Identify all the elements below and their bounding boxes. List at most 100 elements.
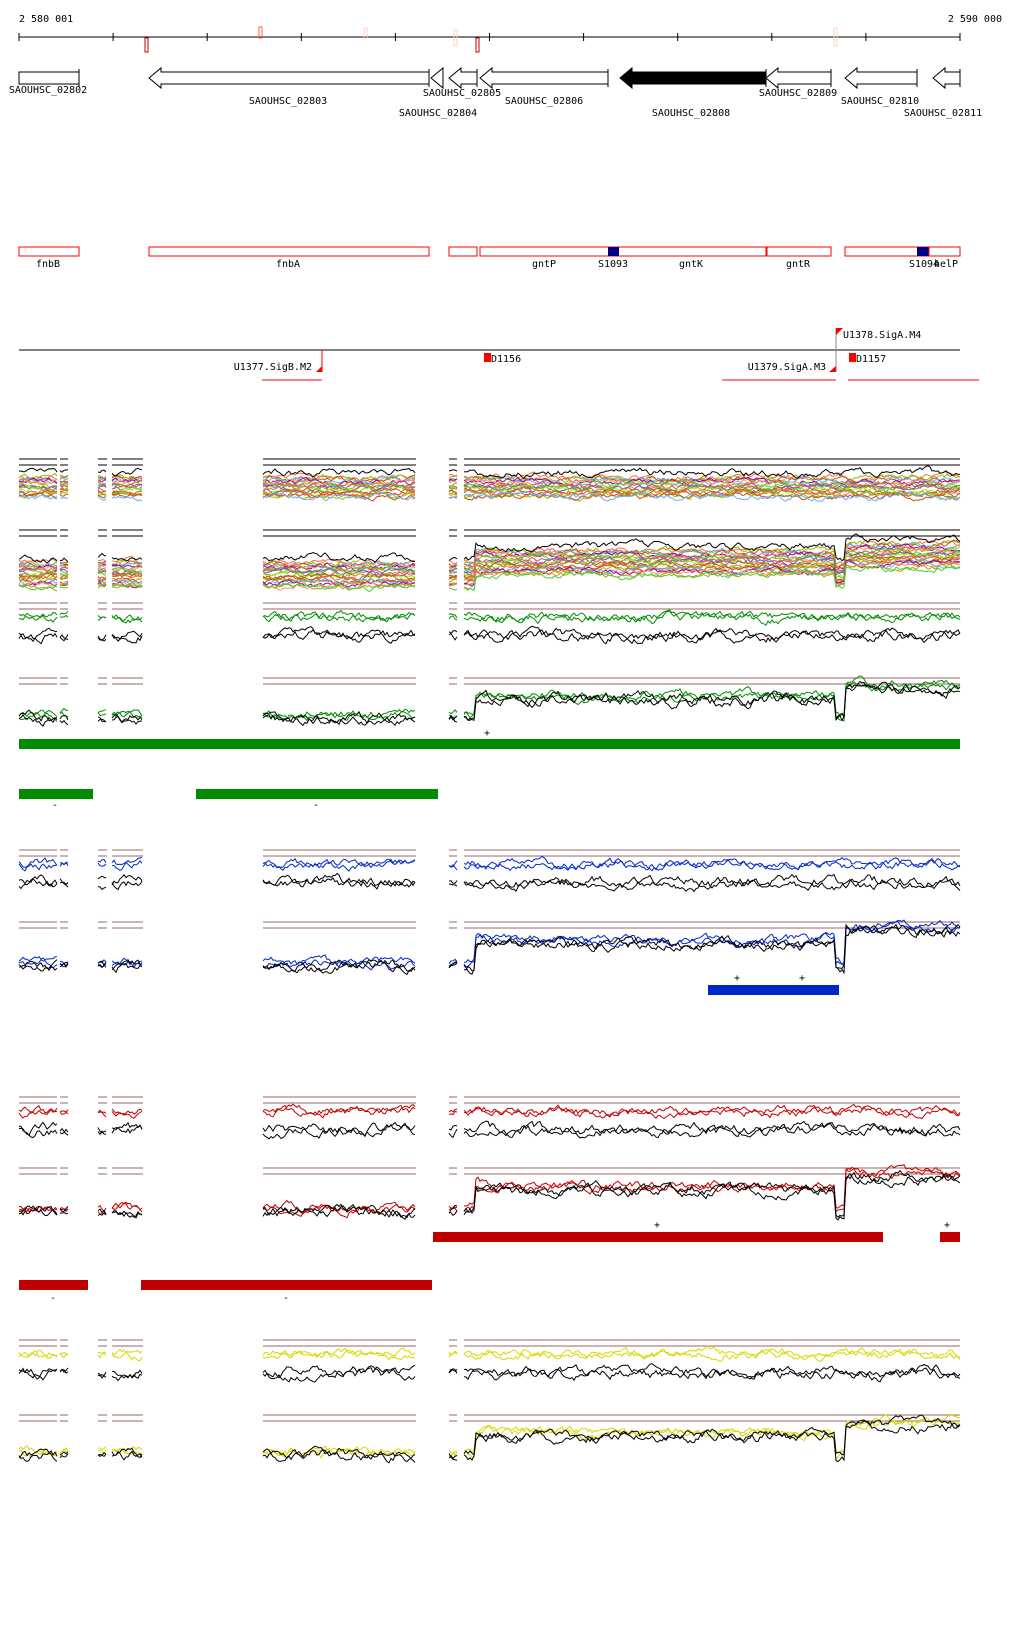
signal-trace (59, 488, 69, 493)
segment-bar (940, 1232, 960, 1242)
signal-trace (448, 477, 458, 482)
signal-trace (262, 551, 415, 564)
signal-trace (59, 1109, 69, 1113)
signal-trace (111, 582, 143, 589)
signal-trace (464, 560, 961, 588)
signal-trace (97, 709, 107, 714)
annotation-label: S1093 (598, 259, 628, 270)
signal-trace (464, 628, 961, 645)
signal-trace (59, 482, 69, 486)
signal-trace (448, 576, 458, 580)
signal-trace (463, 476, 961, 488)
signal-trace (59, 1211, 69, 1215)
signal-trace (463, 533, 961, 562)
signal-trace (97, 1371, 107, 1377)
gene-label: SAOUHSC_02811 (904, 108, 982, 119)
signal-trace (59, 476, 69, 481)
signal-trace (59, 719, 69, 726)
signal-trace (448, 1368, 458, 1373)
gene-label: SAOUHSC_02804 (399, 108, 477, 119)
signal-trace (463, 610, 961, 624)
signal-trace (262, 566, 416, 577)
signal-trace (18, 492, 58, 498)
signal-trace (262, 858, 416, 872)
signal-trace (97, 1111, 107, 1118)
signal-trace (18, 956, 58, 962)
promoter-flag (829, 366, 836, 372)
signal-trace (98, 1450, 107, 1455)
promoter-flag (836, 328, 843, 335)
annotation-box (479, 246, 767, 257)
annotation-label: helP (934, 259, 958, 270)
signal-trace (262, 877, 416, 888)
signal-trace (463, 857, 961, 872)
signal-trace (463, 1417, 961, 1460)
signal-trace (18, 562, 58, 569)
signal-trace (18, 580, 58, 588)
signal-trace (448, 486, 458, 491)
signal-trace (97, 1204, 107, 1213)
signal-trace (463, 1104, 961, 1120)
signal-trace (59, 568, 69, 573)
signal-trace (18, 1352, 58, 1360)
signal-trace (448, 1453, 458, 1461)
signal-trace (111, 1369, 143, 1382)
signal-trace (18, 714, 58, 727)
signal-trace (97, 1352, 107, 1359)
signal-trace (97, 1351, 106, 1355)
signal-trace (59, 490, 69, 495)
signal-trace (97, 495, 107, 501)
gene-label: SAOUHSC_02803 (249, 96, 327, 107)
gene-label: SAOUHSC_02808 (652, 108, 730, 119)
signal-trace (59, 573, 69, 577)
signal-trace (97, 564, 107, 568)
signal-trace (448, 1352, 458, 1358)
signal-trace (97, 716, 107, 723)
terminator-mark (484, 353, 491, 362)
signal-trace (18, 877, 58, 890)
signal-trace (262, 1365, 416, 1381)
annotation-box (766, 246, 832, 257)
signal-trace (463, 1169, 961, 1218)
signal-trace (463, 1171, 961, 1221)
signal-trace (262, 708, 416, 722)
signal-trace (18, 485, 58, 492)
annotation-label: fnbB (36, 259, 60, 270)
segment-strand-mark: - (50, 1293, 56, 1304)
segment-strand-mark: + (484, 728, 490, 739)
promoter-flag (316, 366, 322, 372)
signal-trace (262, 959, 416, 974)
signal-trace (97, 570, 107, 574)
signal-trace (97, 712, 107, 716)
annotation-label: fnbA (276, 259, 300, 270)
signal-trace (98, 560, 107, 564)
signal-trace (59, 496, 69, 499)
signal-trace (59, 634, 69, 641)
signal-trace (448, 473, 458, 478)
signal-trace (448, 480, 458, 484)
signal-trace (448, 1108, 458, 1113)
signal-trace (18, 1127, 58, 1139)
signal-trace (111, 1124, 143, 1134)
signal-trace (97, 960, 107, 967)
signal-trace (263, 710, 416, 722)
signal-trace (463, 609, 961, 627)
signal-trace (18, 1205, 58, 1214)
signal-trace (18, 565, 58, 572)
ruler-start-label: 2 580 001 (19, 14, 73, 25)
signal-trace (18, 964, 58, 972)
signal-trace (97, 1451, 107, 1457)
signal-trace (111, 859, 143, 869)
signal-trace (262, 491, 416, 501)
signal-trace (262, 1104, 416, 1118)
signal-trace (448, 1449, 458, 1455)
signal-trace (111, 1108, 143, 1116)
signal-trace (262, 468, 416, 478)
signal-trace (18, 554, 58, 564)
signal-trace (448, 615, 458, 621)
signal-trace (97, 561, 107, 566)
signal-trace (111, 483, 143, 489)
annotation-label: gntK (679, 259, 703, 270)
signal-trace (18, 874, 58, 887)
signal-trace (448, 496, 458, 499)
